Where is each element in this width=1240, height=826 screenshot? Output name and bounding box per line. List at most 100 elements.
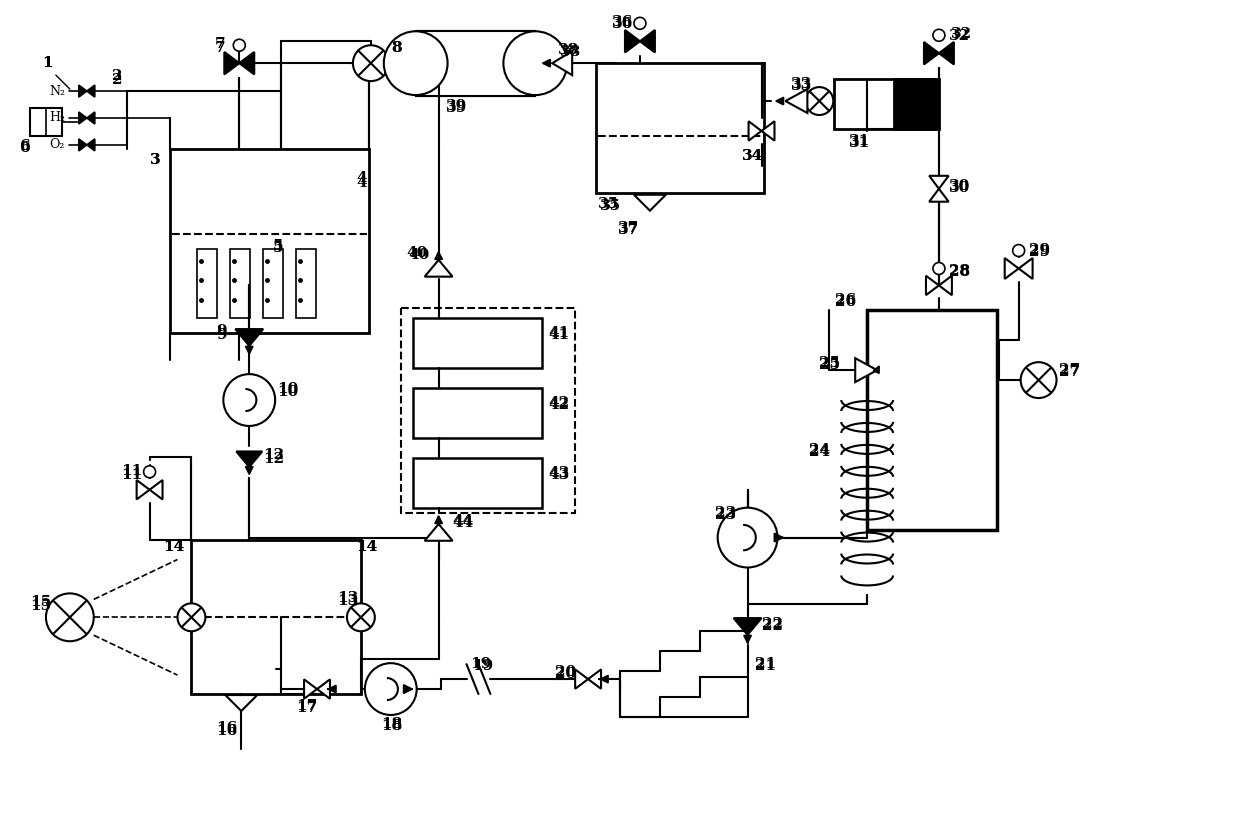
Polygon shape (317, 679, 330, 699)
Text: 5: 5 (273, 239, 284, 253)
Polygon shape (588, 669, 601, 689)
Polygon shape (575, 669, 588, 689)
Text: 21: 21 (755, 657, 776, 672)
Polygon shape (79, 112, 87, 124)
Text: H₂: H₂ (48, 112, 64, 125)
Text: 31: 31 (849, 136, 870, 150)
Bar (413, 388, 542, 438)
Bar (170, 149, 368, 333)
Bar (596, 63, 764, 192)
Circle shape (932, 263, 945, 274)
Text: 19: 19 (472, 659, 494, 673)
Polygon shape (226, 695, 257, 711)
Text: 33: 33 (791, 77, 812, 91)
Polygon shape (625, 30, 640, 53)
Circle shape (223, 374, 275, 426)
Polygon shape (79, 139, 87, 151)
Text: 19: 19 (470, 657, 492, 672)
Text: 13: 13 (337, 595, 358, 609)
Polygon shape (1004, 258, 1018, 279)
Text: 7: 7 (215, 41, 224, 55)
Text: 21: 21 (755, 659, 776, 673)
Circle shape (365, 663, 417, 715)
Text: 25: 25 (820, 358, 841, 373)
Circle shape (347, 603, 374, 631)
Bar (413, 458, 542, 508)
Text: 38: 38 (560, 45, 582, 59)
Text: 20: 20 (556, 665, 577, 679)
Text: 16: 16 (216, 721, 238, 735)
Text: 14: 14 (356, 539, 377, 553)
Text: 31: 31 (849, 134, 870, 148)
Text: 14: 14 (164, 539, 185, 553)
Text: 34: 34 (742, 149, 763, 163)
Text: 41: 41 (548, 328, 569, 342)
Text: 39: 39 (445, 101, 466, 115)
Circle shape (932, 29, 945, 41)
Polygon shape (87, 112, 94, 124)
Text: 27: 27 (1059, 365, 1080, 379)
Text: 43: 43 (548, 466, 569, 480)
Text: 22: 22 (761, 617, 782, 631)
Circle shape (503, 31, 567, 95)
Text: 24: 24 (810, 443, 831, 457)
Text: 11: 11 (122, 468, 143, 482)
Circle shape (353, 45, 389, 81)
Circle shape (46, 593, 94, 641)
Polygon shape (150, 480, 162, 500)
Text: 27: 27 (1059, 363, 1080, 377)
Circle shape (144, 466, 155, 477)
Bar (30, 108, 62, 136)
Text: 35: 35 (600, 199, 621, 213)
Text: 8: 8 (391, 41, 402, 55)
Text: 26: 26 (836, 296, 857, 310)
Bar (835, 79, 934, 129)
Polygon shape (785, 89, 807, 113)
Text: 3: 3 (150, 153, 160, 167)
Polygon shape (749, 121, 761, 140)
Text: 33: 33 (791, 79, 812, 93)
Text: N₂: N₂ (48, 84, 64, 97)
Text: 29: 29 (1029, 243, 1050, 257)
Text: 30: 30 (949, 178, 970, 192)
Polygon shape (424, 260, 453, 277)
Text: 35: 35 (598, 197, 619, 211)
Text: 42: 42 (548, 396, 569, 410)
Text: 37: 37 (618, 223, 640, 236)
Text: 18: 18 (381, 717, 402, 731)
Text: 3: 3 (150, 153, 160, 167)
Text: 1: 1 (42, 56, 52, 70)
Text: 25: 25 (820, 356, 841, 370)
Text: 2: 2 (112, 69, 123, 83)
Text: 11: 11 (122, 464, 143, 477)
Polygon shape (136, 480, 150, 500)
Text: 7: 7 (215, 37, 224, 51)
Text: 1: 1 (42, 56, 52, 70)
Polygon shape (304, 679, 317, 699)
Text: 10: 10 (278, 382, 299, 396)
Text: 2: 2 (112, 74, 123, 88)
Polygon shape (856, 358, 877, 382)
Polygon shape (939, 276, 952, 295)
Polygon shape (924, 42, 939, 64)
Bar (197, 249, 217, 318)
Polygon shape (640, 30, 655, 53)
Bar (296, 249, 316, 318)
Text: 37: 37 (618, 221, 640, 235)
Polygon shape (424, 524, 453, 541)
Text: 32: 32 (951, 27, 972, 41)
Text: 20: 20 (556, 667, 577, 681)
Polygon shape (224, 52, 239, 74)
Circle shape (1021, 362, 1056, 398)
Text: 14: 14 (164, 539, 185, 553)
Polygon shape (239, 52, 254, 74)
Text: 18: 18 (381, 719, 402, 733)
Text: 22: 22 (761, 620, 782, 634)
Polygon shape (237, 452, 262, 467)
Polygon shape (79, 85, 87, 97)
Circle shape (634, 17, 646, 29)
Text: 16: 16 (216, 724, 238, 738)
Text: 4: 4 (356, 171, 367, 185)
Text: 26: 26 (836, 293, 857, 307)
Bar (867, 311, 997, 529)
